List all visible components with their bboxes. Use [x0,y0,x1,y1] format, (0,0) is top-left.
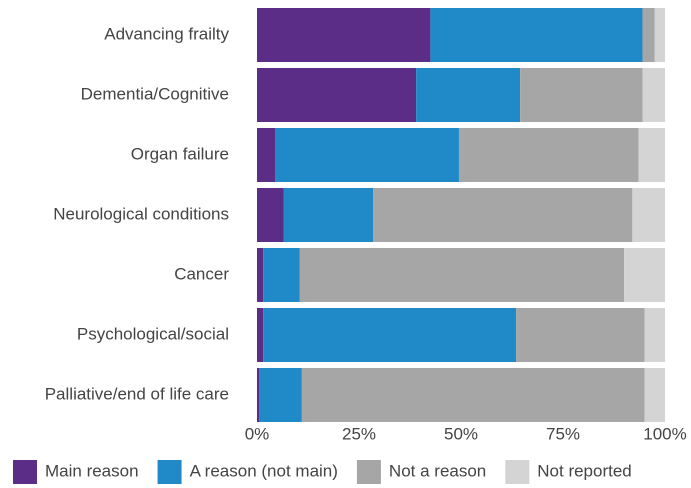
legend-swatch [356,460,381,484]
x-tick-label: 75% [546,424,580,443]
bar-segment [301,368,645,422]
bar-segment [644,368,665,422]
bar-segment [624,248,665,302]
y-tick-label: Psychological/social [77,324,229,343]
legend-label: Not a reason [389,461,486,480]
bar-segment [520,68,643,122]
y-tick-label: Palliative/end of life care [45,384,229,403]
bar-segment [257,68,417,122]
bar-segment [632,188,665,242]
legend-swatch [157,460,182,484]
bar-segment [642,68,665,122]
x-tick-label: 0% [245,424,270,443]
bar-segment [416,68,521,122]
legend-label: Main reason [45,461,139,480]
legend-swatch [13,460,37,484]
legend-swatch [505,460,530,484]
x-tick-label: 50% [444,424,478,443]
y-tick-label: Cancer [174,264,229,283]
bar-segment [430,8,643,62]
bar-segment [257,128,276,182]
bar-segment [275,128,459,182]
bar-segment [257,368,260,422]
bar-segment [263,248,300,302]
bar-segment [257,8,431,62]
x-tick-label: 25% [342,424,376,443]
bar-segment [373,188,633,242]
x-tick-label: 100% [643,424,686,443]
y-tick-label: Dementia/Cognitive [81,84,229,103]
bar-segment [283,188,374,242]
bar-segment [263,308,517,362]
bar-segment [257,308,264,362]
bar-segment [644,308,665,362]
bar-segment [654,8,665,62]
bar-segment [299,248,625,302]
bar-segment [257,188,284,242]
y-tick-label: Organ failure [131,144,229,163]
bar-segment [516,308,645,362]
bar-segment [259,368,302,422]
y-tick-label: Neurological conditions [53,204,229,223]
y-tick-label: Advancing frailty [104,24,229,43]
bar-segment [458,128,639,182]
legend-label: A reason (not main) [190,461,338,480]
bar-segment [638,128,665,182]
bar-segment [257,248,264,302]
legend-label: Not reported [537,461,632,480]
bar-segment [642,8,655,62]
